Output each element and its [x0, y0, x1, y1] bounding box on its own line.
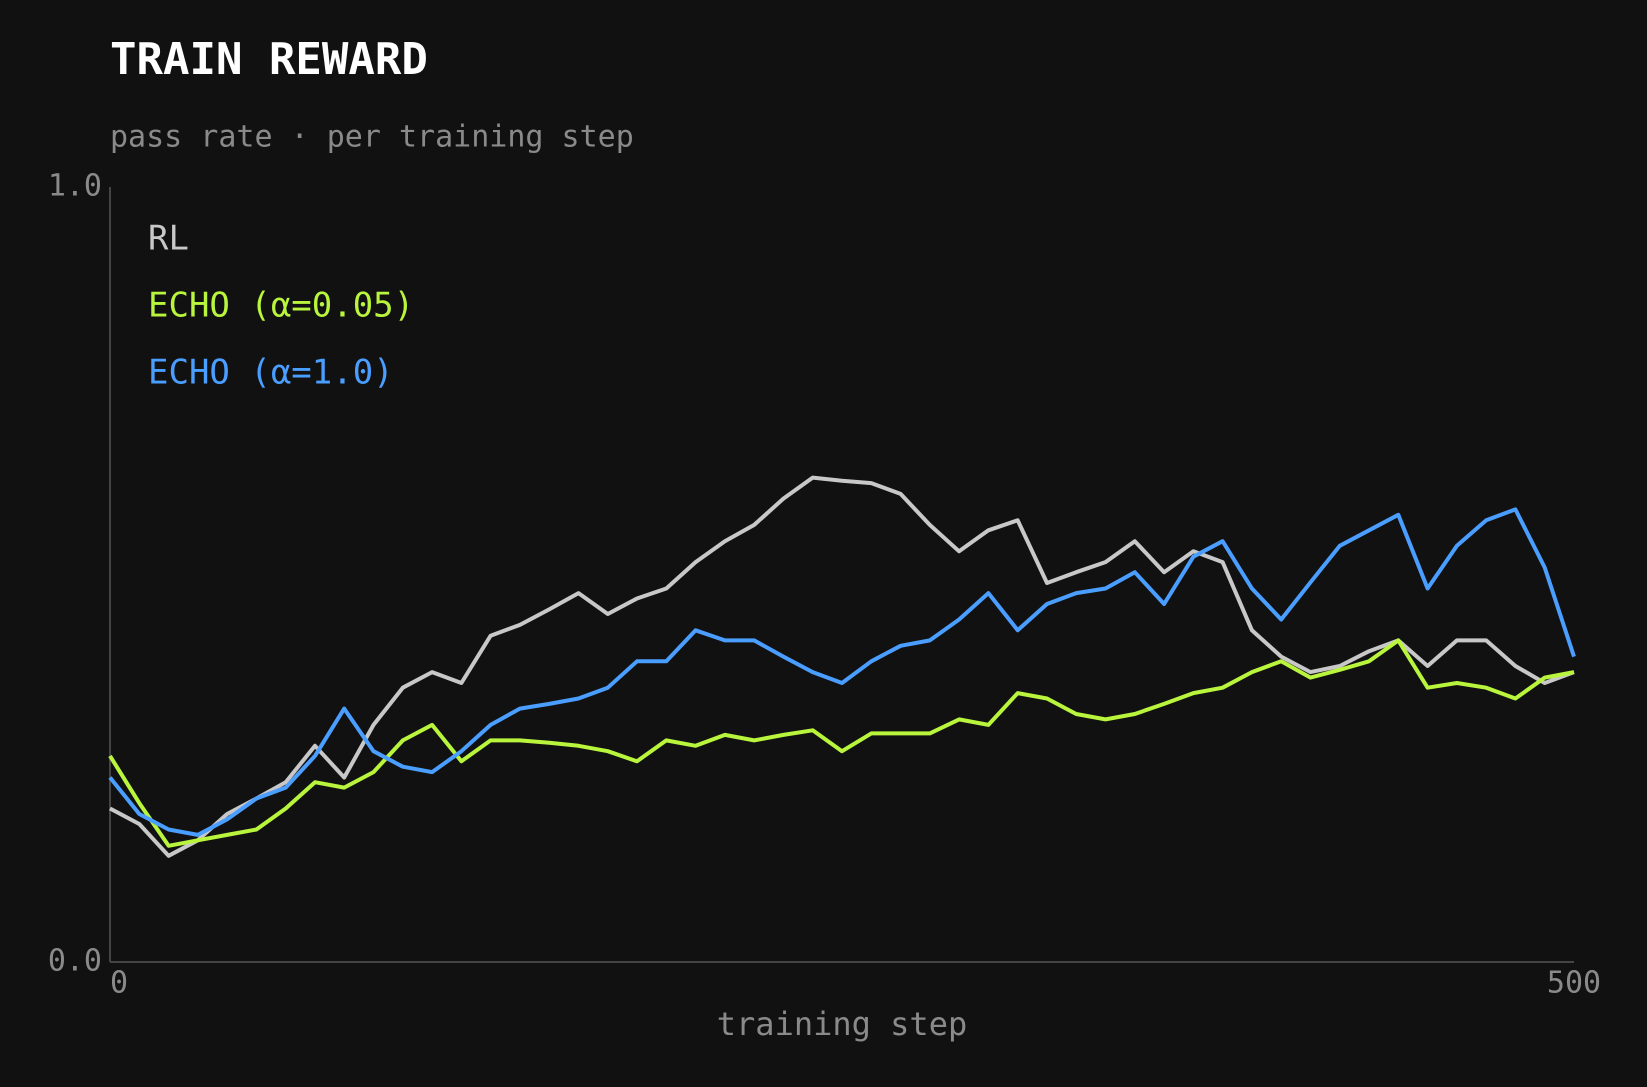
- chart-subtitle: pass rate · per training step: [110, 120, 634, 155]
- x-tick-label: 0: [110, 966, 128, 1001]
- legend-entry: ECHO (α=0.05): [148, 286, 414, 326]
- series-line: [108, 638, 1575, 848]
- legend-entry: ECHO (α=1.0): [148, 353, 394, 393]
- series-line: [108, 507, 1576, 837]
- chart-title: TRAIN REWARD: [110, 34, 428, 85]
- legend-entry: RL: [148, 219, 189, 259]
- x-axis-label: training step: [717, 1005, 967, 1043]
- y-tick-label: 1.0: [48, 169, 102, 204]
- series-line: [109, 475, 1575, 858]
- x-tick-label: 500: [1547, 966, 1601, 1001]
- y-tick-label: 0.0: [48, 944, 102, 979]
